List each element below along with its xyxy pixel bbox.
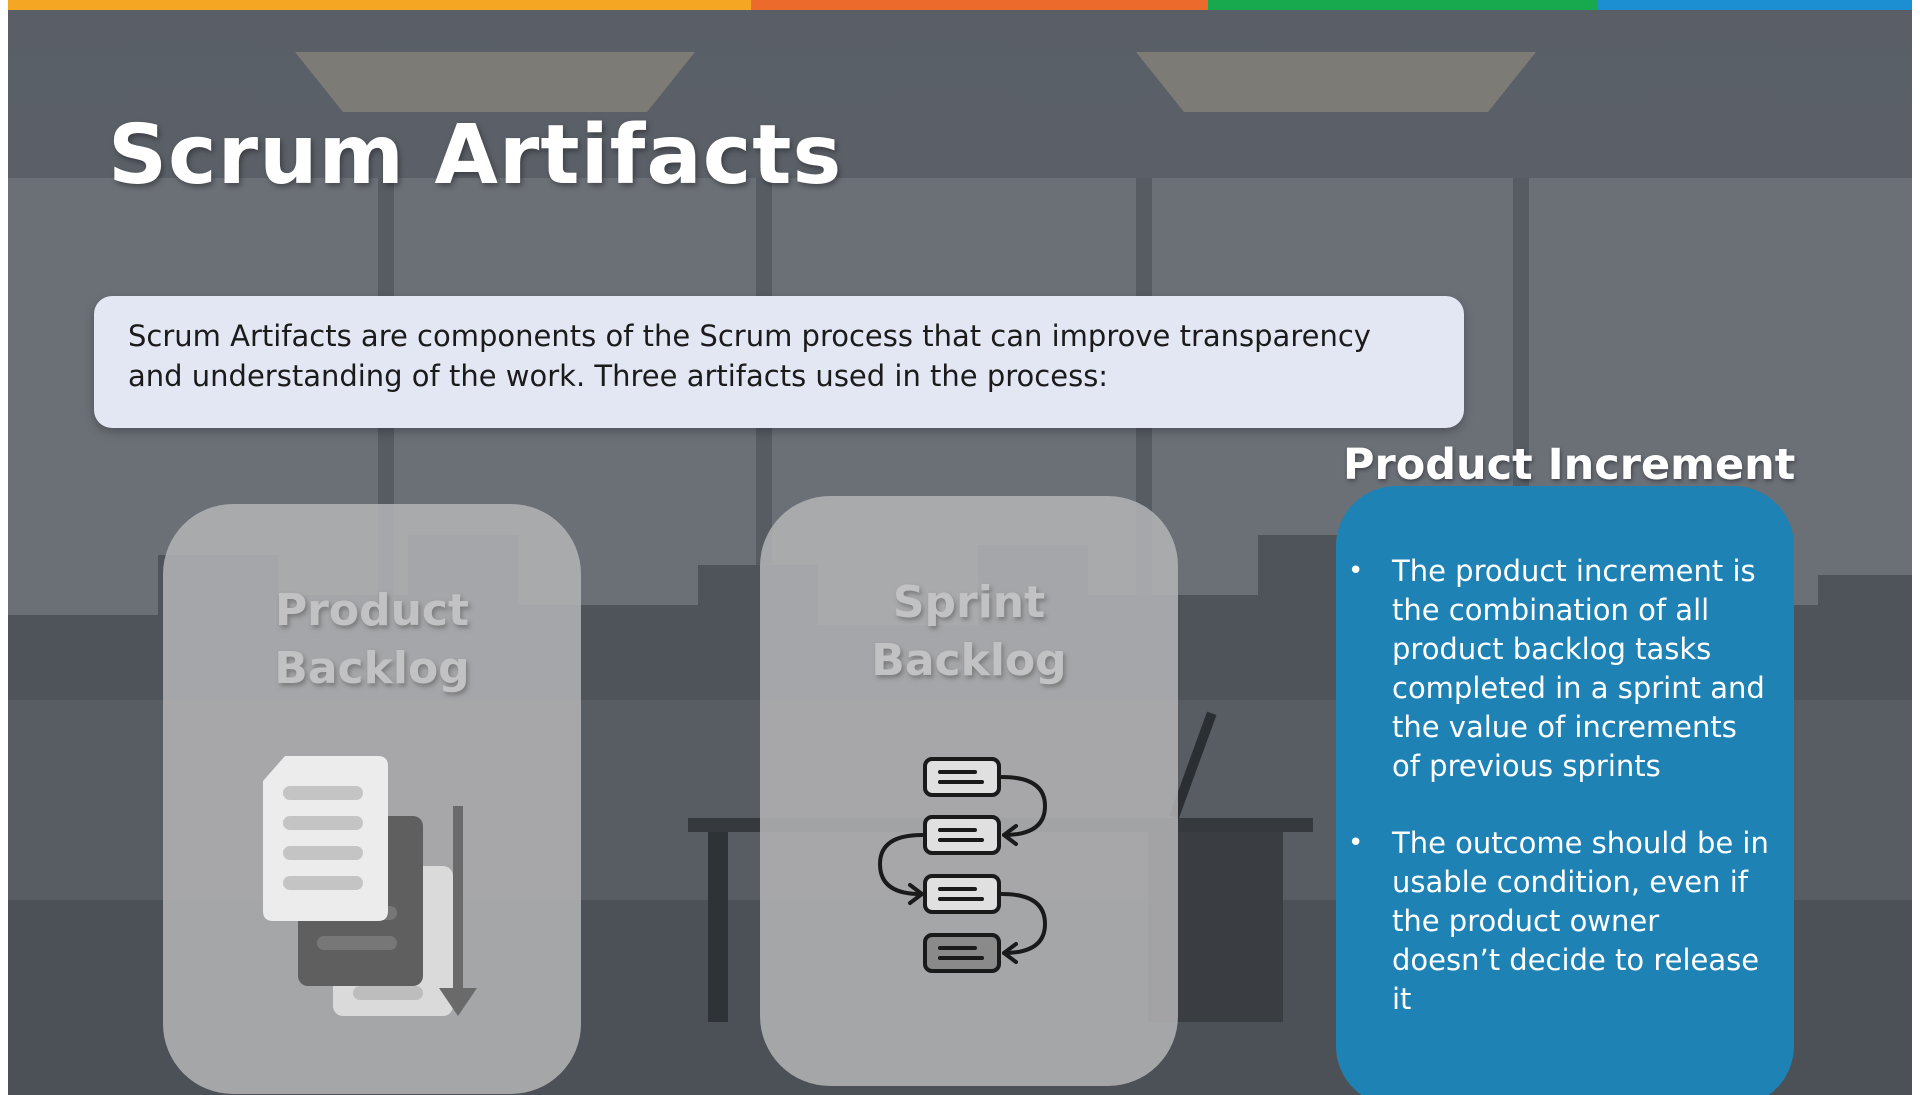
product-increment-card: The product increment is the combination… xyxy=(1336,486,1794,1095)
task-flow-icon xyxy=(870,754,1110,1044)
slide: Scrum Artifacts Scrum Artifacts are comp… xyxy=(8,0,1912,1095)
sprint-backlog-card: Sprint Backlog xyxy=(760,496,1178,1086)
list-item: The outcome should be in usable conditio… xyxy=(1336,824,1794,1019)
product-increment-title: Product Increment xyxy=(1343,440,1795,490)
list-item: The product increment is the combination… xyxy=(1336,552,1794,786)
card-title: Product Backlog xyxy=(163,582,581,698)
increment-bullets: The product increment is the combination… xyxy=(1336,552,1794,1057)
card-title: Sprint Backlog xyxy=(760,574,1178,690)
accent-bar xyxy=(8,0,1912,10)
product-backlog-card: Product Backlog xyxy=(163,504,581,1094)
intro-box: Scrum Artifacts are components of the Sc… xyxy=(94,296,1464,428)
slide-title: Scrum Artifacts xyxy=(108,108,842,203)
documents-sorted-icon xyxy=(263,756,503,1046)
